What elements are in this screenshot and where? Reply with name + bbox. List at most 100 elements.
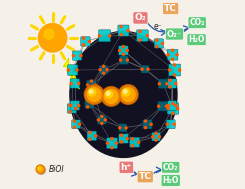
Polygon shape [63,59,74,79]
Circle shape [155,139,157,141]
Circle shape [115,142,118,144]
Circle shape [119,49,121,51]
Circle shape [126,59,128,61]
Circle shape [172,49,174,51]
Circle shape [169,69,171,71]
Circle shape [156,46,158,48]
Circle shape [83,44,85,46]
Text: TC: TC [164,4,177,13]
FancyBboxPatch shape [87,131,97,141]
Circle shape [97,119,99,121]
Circle shape [126,49,128,51]
Circle shape [76,69,78,71]
Circle shape [103,72,105,74]
Circle shape [161,42,163,44]
Circle shape [102,87,120,105]
Ellipse shape [70,32,177,157]
Circle shape [37,166,43,172]
Circle shape [99,69,101,71]
Circle shape [127,29,129,32]
Circle shape [75,107,77,110]
Circle shape [78,104,80,106]
FancyBboxPatch shape [70,79,80,88]
Circle shape [122,46,124,48]
Circle shape [166,123,168,125]
FancyBboxPatch shape [120,56,128,64]
Circle shape [85,85,103,104]
Circle shape [158,83,160,85]
Circle shape [175,104,177,106]
FancyBboxPatch shape [87,80,96,90]
Circle shape [132,138,134,140]
Circle shape [169,79,171,81]
Circle shape [121,88,135,101]
Circle shape [36,165,44,173]
Circle shape [111,138,113,140]
Circle shape [87,88,101,101]
Circle shape [90,80,93,82]
FancyBboxPatch shape [107,138,117,149]
Circle shape [104,90,118,103]
Circle shape [150,123,152,125]
Text: BiOI: BiOI [49,165,65,174]
FancyBboxPatch shape [98,115,106,124]
FancyBboxPatch shape [159,79,168,88]
Circle shape [146,35,148,37]
Circle shape [94,84,97,86]
FancyBboxPatch shape [167,101,177,110]
Circle shape [159,136,160,138]
Circle shape [69,104,71,106]
FancyBboxPatch shape [81,37,90,46]
Polygon shape [71,72,79,89]
Circle shape [106,142,109,144]
FancyBboxPatch shape [119,124,127,132]
Circle shape [89,138,91,140]
Circle shape [122,53,124,55]
Circle shape [38,24,67,52]
Circle shape [139,39,141,41]
Circle shape [172,58,174,60]
Circle shape [120,26,122,28]
Circle shape [89,131,91,133]
Circle shape [173,123,175,125]
Circle shape [98,35,101,37]
Circle shape [145,120,147,122]
Circle shape [106,69,108,71]
Circle shape [120,59,122,61]
Circle shape [179,69,181,71]
Circle shape [121,134,122,136]
Text: H₂O: H₂O [188,35,205,44]
Circle shape [80,55,82,57]
Circle shape [173,74,176,76]
Circle shape [104,119,106,121]
Circle shape [119,127,121,129]
Circle shape [105,91,113,98]
Circle shape [121,141,122,143]
FancyBboxPatch shape [152,132,160,141]
FancyBboxPatch shape [99,30,111,42]
Circle shape [177,108,179,110]
Circle shape [83,37,85,39]
Circle shape [101,115,103,117]
Text: O₂: O₂ [135,13,146,22]
Circle shape [69,111,71,113]
Circle shape [106,92,110,95]
Circle shape [152,136,154,138]
Circle shape [67,69,69,71]
Circle shape [111,147,113,149]
Circle shape [118,85,138,104]
Circle shape [156,39,158,41]
Circle shape [145,126,147,129]
FancyBboxPatch shape [136,30,148,42]
Circle shape [172,112,174,114]
Circle shape [89,90,93,93]
Circle shape [126,138,128,140]
Text: O₂⁻: O₂⁻ [167,29,182,39]
Circle shape [88,89,96,96]
Text: TC: TC [139,172,152,181]
FancyBboxPatch shape [143,120,152,129]
Circle shape [86,84,89,86]
Circle shape [169,86,171,88]
Circle shape [92,103,94,105]
Circle shape [74,120,75,122]
